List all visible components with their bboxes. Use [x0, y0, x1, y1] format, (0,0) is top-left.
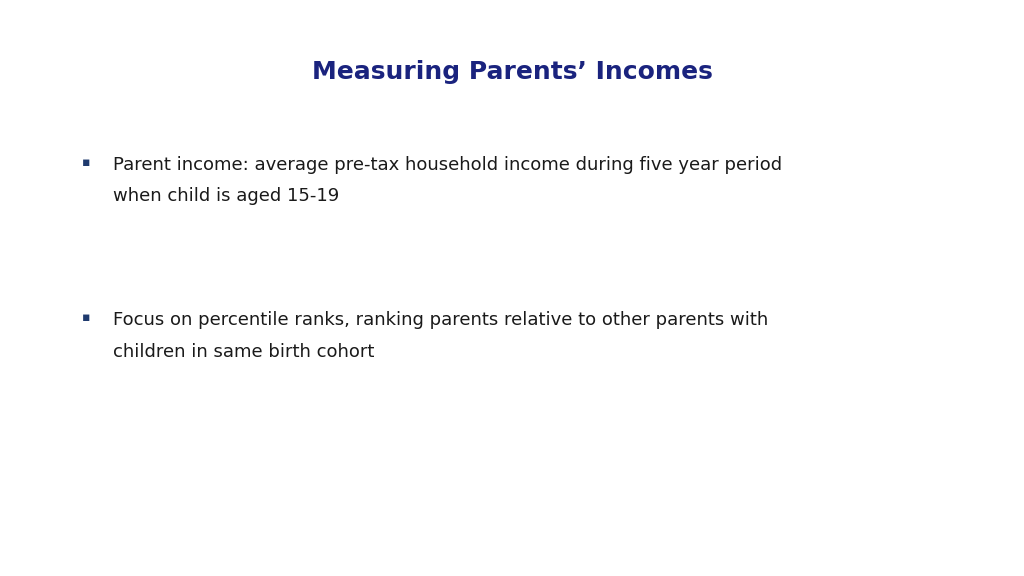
Text: ▪: ▪ [82, 311, 90, 324]
Text: when child is aged 15-19: when child is aged 15-19 [113, 187, 339, 205]
Text: children in same birth cohort: children in same birth cohort [113, 343, 374, 361]
Text: ▪: ▪ [82, 156, 90, 169]
Text: Focus on percentile ranks, ranking parents relative to other parents with: Focus on percentile ranks, ranking paren… [113, 311, 768, 329]
Text: Measuring Parents’ Incomes: Measuring Parents’ Incomes [311, 60, 713, 85]
Text: Parent income: average pre-tax household income during five year period: Parent income: average pre-tax household… [113, 156, 781, 173]
